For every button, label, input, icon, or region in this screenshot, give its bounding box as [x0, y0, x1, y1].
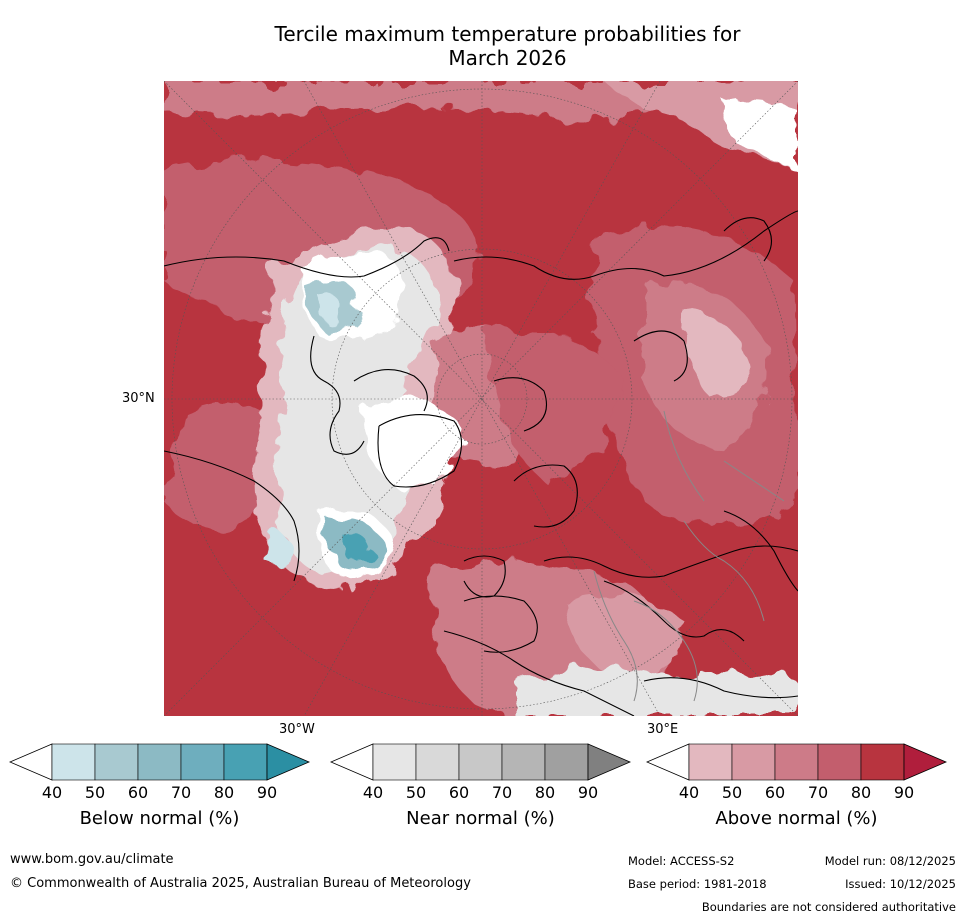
colorbar-near-segment	[415, 743, 460, 781]
colorbar-below-normal	[9, 743, 310, 781]
colorbar-label-above: Above normal (%)	[715, 808, 878, 829]
colorbar-near-tick-label: 80	[534, 783, 556, 802]
lat-label-30n: 30°N	[122, 391, 155, 406]
colorbar-above-tick-label: 80	[850, 783, 872, 802]
near-normal-region	[514, 666, 684, 716]
map-canvas	[164, 81, 798, 716]
colorbar-above-segment	[860, 743, 905, 781]
colorbar-near-segment	[372, 743, 417, 781]
below-80-region	[340, 532, 370, 560]
colorbar-label-below: Below normal (%)	[79, 808, 240, 829]
map-title: Tercile maximum temperature probabilitie…	[160, 22, 855, 70]
colorbar-near-segment	[501, 743, 546, 781]
probability-map	[164, 81, 798, 716]
colorbar-above-segment	[774, 743, 819, 781]
colorbar-below-max-extension	[266, 743, 310, 781]
colorbar-below-segment	[180, 743, 225, 781]
colorbar-below-segment	[137, 743, 182, 781]
footer-copyright: © Commonwealth of Australia 2025, Austra…	[10, 876, 471, 891]
coastlines	[164, 210, 798, 716]
graticule	[164, 81, 798, 716]
colorbar-near-segment	[458, 743, 503, 781]
colorbar-near-tick-label: 70	[491, 783, 513, 802]
colorbar-above-min-extension	[646, 743, 690, 781]
lon-label-30w: 30°W	[279, 722, 315, 737]
colorbar-above-svg	[646, 743, 947, 781]
colorbar-label-near: Near normal (%)	[406, 808, 555, 829]
colorbar-above-segment	[688, 743, 733, 781]
colorbar-above-tick-label: 50	[721, 783, 743, 802]
colorbar-above-normal	[646, 743, 947, 781]
footer-disclaimer: Boundaries are not considered authoritat…	[701, 900, 956, 914]
lon-label-30e: 30°E	[647, 722, 679, 737]
low-probability-region	[724, 97, 798, 171]
colorbar-near-tick-label: 40	[362, 783, 384, 802]
near-normal-region	[664, 671, 798, 716]
below-40-region	[319, 295, 344, 322]
colorbar-near-max-extension	[587, 743, 631, 781]
colorbar-above-tick-label: 40	[678, 783, 700, 802]
colorbar-above-tick-label: 90	[893, 783, 915, 802]
colorbar-near-min-extension	[330, 743, 374, 781]
colorbar-below-tick-label: 60	[127, 783, 149, 802]
above-80-region	[484, 329, 624, 481]
colorbar-above-tick-label: 70	[807, 783, 829, 802]
colorbar-below-tick-label: 80	[213, 783, 235, 802]
colorbar-below-min-extension	[9, 743, 53, 781]
colorbar-above-segment	[817, 743, 862, 781]
colorbar-near-svg	[330, 743, 631, 781]
colorbar-below-segment	[51, 743, 96, 781]
colorbar-near-tick-label: 50	[405, 783, 427, 802]
greenland-region	[364, 399, 464, 491]
country-borders	[593, 410, 785, 702]
title-line-1: Tercile maximum temperature probabilitie…	[274, 22, 741, 46]
colorbar-below-tick-label: 70	[170, 783, 192, 802]
colorbar-above-max-extension	[903, 743, 947, 781]
colorbar-below-svg	[9, 743, 310, 781]
footer-base-period: Base period: 1981-2018	[628, 877, 767, 891]
colorbar-near-segment	[544, 743, 589, 781]
colorbar-below-tick-label: 50	[84, 783, 106, 802]
colorbar-near-normal	[330, 743, 631, 781]
colorbar-near-tick-label: 60	[448, 783, 470, 802]
colorbar-near-tick-label: 90	[577, 783, 599, 802]
footer-issued: Issued: 10/12/2025	[845, 877, 956, 891]
colorbar-above-segment	[731, 743, 776, 781]
above-60-region	[564, 594, 684, 681]
footer-model-run: Model run: 08/12/2025	[824, 854, 956, 868]
below-40-region	[264, 533, 294, 567]
colorbar-below-segment	[94, 743, 139, 781]
title-line-2: March 2026	[448, 46, 567, 70]
colorbar-below-tick-label: 90	[256, 783, 278, 802]
above-50-region	[684, 311, 754, 397]
colorbar-below-segment	[223, 743, 268, 781]
colorbar-below-tick-label: 40	[41, 783, 63, 802]
colorbar-above-tick-label: 60	[764, 783, 786, 802]
footer-model: Model: ACCESS-S2	[628, 854, 735, 868]
footer-url[interactable]: www.bom.gov.au/climate	[10, 852, 174, 867]
